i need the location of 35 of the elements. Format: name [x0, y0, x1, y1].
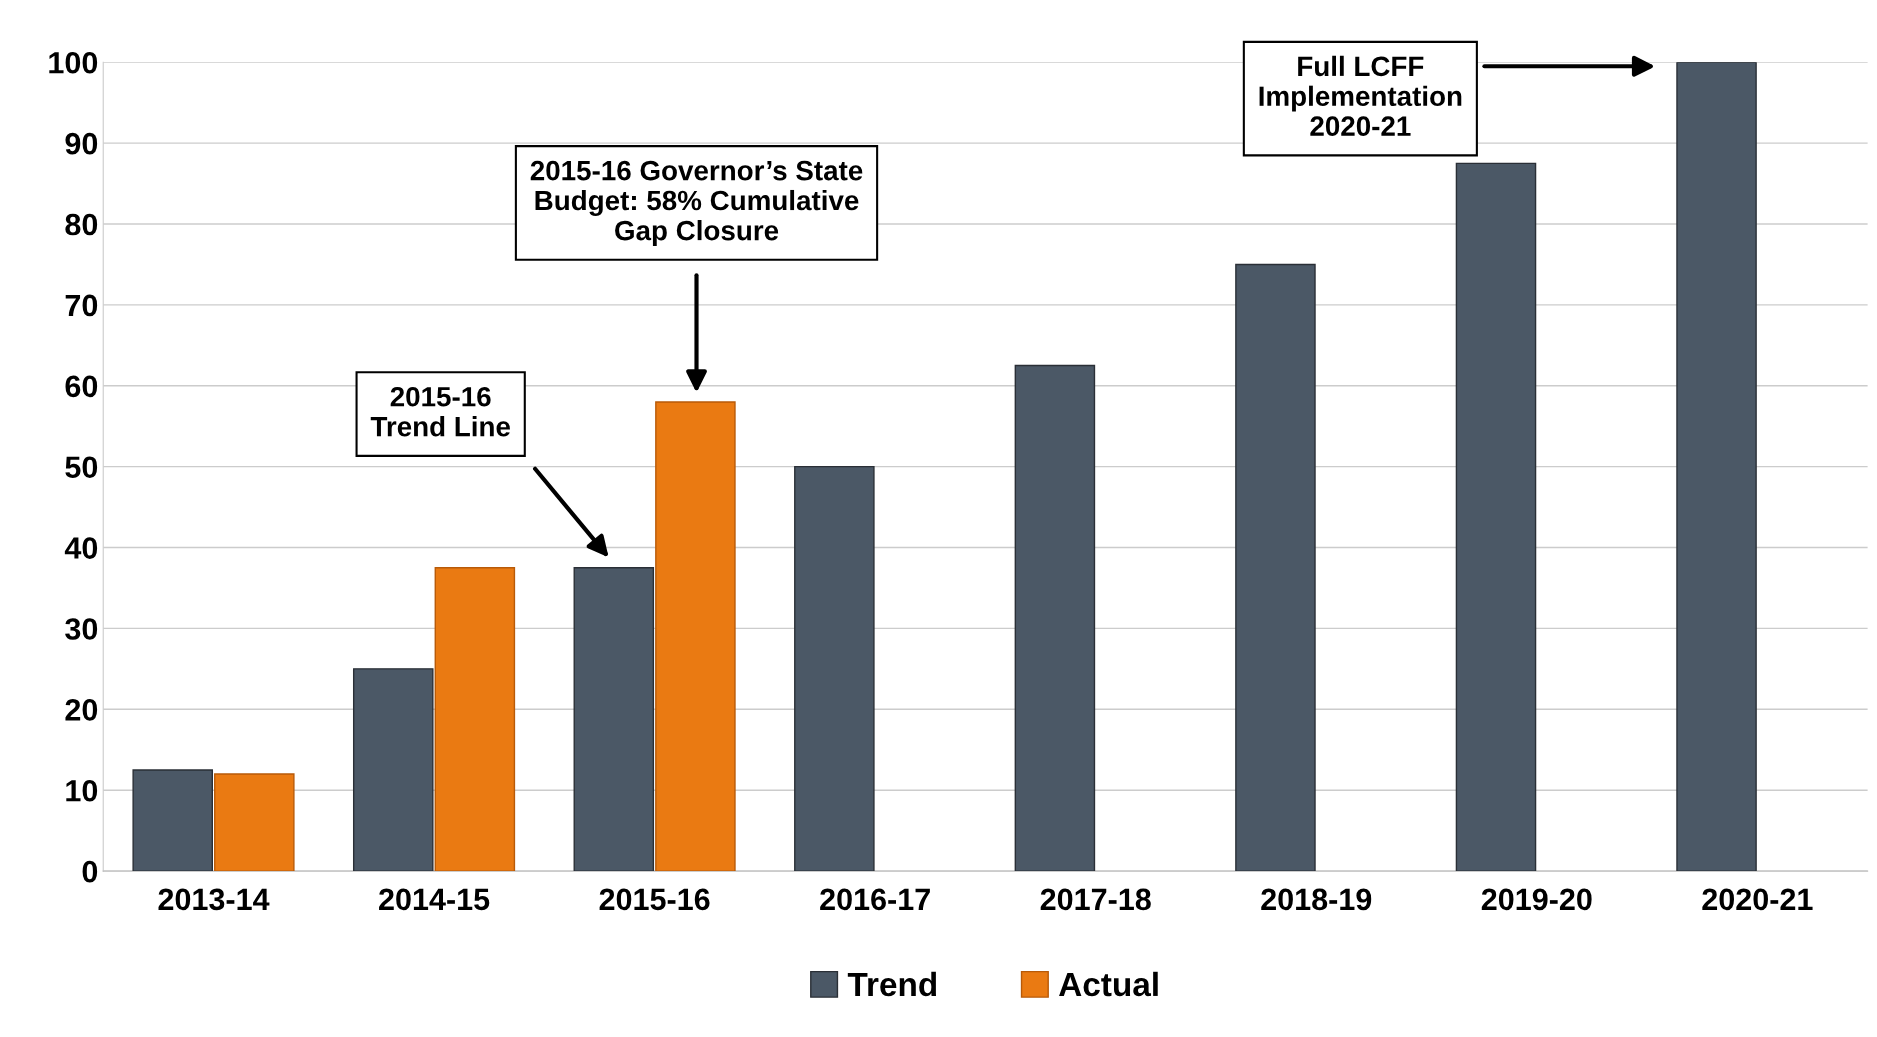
y-tick-label: 40 — [64, 537, 98, 559]
annotation: 2015-16 Trend Line — [370, 386, 510, 437]
bar — [132, 769, 213, 872]
x-tick-label: 2019-20 — [1481, 888, 1592, 911]
bar — [352, 668, 434, 872]
annotation: Full LCFF Implementation 2020-21 — [1259, 55, 1462, 136]
x-tick-label: 2014-15 — [379, 888, 490, 911]
y-tick-label: 30 — [65, 618, 98, 640]
bar — [1455, 162, 1537, 872]
bar — [1676, 62, 1757, 872]
x-tick-label: 2016-17 — [820, 888, 930, 911]
y-tick-label: 70 — [65, 294, 98, 317]
legend-label: Trend — [847, 971, 937, 997]
y-tick-label: 100 — [49, 51, 98, 74]
x-tick-label: 2013-14 — [158, 888, 270, 911]
annotation: 2015-16 Governor’s State Budget: 58% Cumulative Gap Closure — [530, 160, 863, 246]
y-tick-label: 90 — [65, 132, 98, 155]
x-tick-label: 2017-18 — [1040, 888, 1151, 911]
x-tick-label: 2020-21 — [1702, 888, 1813, 911]
bar — [573, 567, 655, 872]
bar — [655, 401, 736, 872]
x-tick-label: 2015-16 — [599, 888, 710, 911]
y-tick-label: 10 — [66, 779, 98, 802]
bar — [1014, 364, 1096, 872]
legend-label: Actual — [1059, 971, 1158, 997]
y-tick-label: 60 — [65, 375, 98, 398]
y-tick-label: 20 — [65, 699, 98, 721]
bar — [1235, 263, 1316, 872]
y-tick-label: 0 — [82, 860, 98, 883]
x-tick-label: 2018-19 — [1261, 888, 1372, 911]
bar — [794, 465, 875, 872]
y-tick-label: 50 — [65, 456, 98, 479]
bar — [214, 773, 295, 872]
y-tick-label: 80 — [65, 213, 98, 236]
bar — [434, 567, 516, 872]
